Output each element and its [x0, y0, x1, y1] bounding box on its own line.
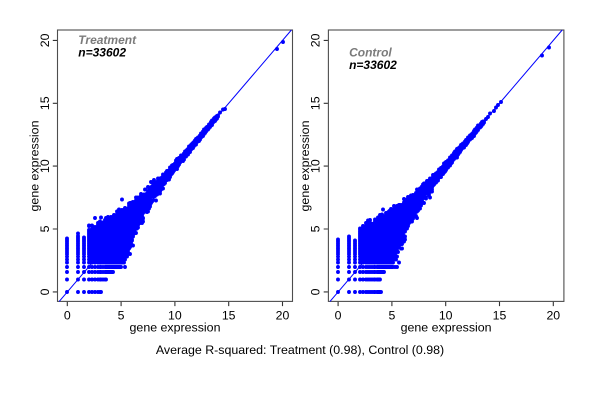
svg-text:0: 0	[309, 288, 323, 295]
svg-text:n=33602: n=33602	[349, 58, 397, 72]
svg-text:Average R-squared: Treatment (: Average R-squared: Treatment (0.98), Con…	[156, 343, 444, 357]
svg-text:Treatment: Treatment	[78, 33, 137, 47]
svg-text:5: 5	[118, 308, 125, 322]
svg-text:15: 15	[493, 308, 507, 322]
svg-text:0: 0	[38, 288, 52, 295]
svg-text:10: 10	[439, 308, 453, 322]
svg-text:15: 15	[38, 96, 52, 110]
svg-text:gene expression: gene expression	[27, 120, 41, 211]
svg-text:20: 20	[309, 33, 323, 47]
svg-text:Control: Control	[349, 45, 392, 59]
svg-text:15: 15	[222, 308, 236, 322]
svg-text:0: 0	[335, 308, 342, 322]
svg-text:5: 5	[309, 225, 323, 232]
svg-text:15: 15	[309, 96, 323, 110]
svg-text:gene expression: gene expression	[298, 120, 312, 211]
svg-text:5: 5	[38, 225, 52, 232]
svg-text:10: 10	[168, 308, 182, 322]
svg-text:10: 10	[309, 159, 323, 173]
svg-text:0: 0	[64, 308, 71, 322]
svg-text:20: 20	[546, 308, 560, 322]
svg-text:n=33602: n=33602	[78, 46, 126, 60]
svg-text:gene expression: gene expression	[401, 321, 492, 335]
svg-text:20: 20	[38, 33, 52, 47]
svg-text:gene expression: gene expression	[130, 321, 221, 335]
svg-text:20: 20	[276, 308, 290, 322]
svg-text:5: 5	[388, 308, 395, 322]
svg-text:10: 10	[38, 159, 52, 173]
